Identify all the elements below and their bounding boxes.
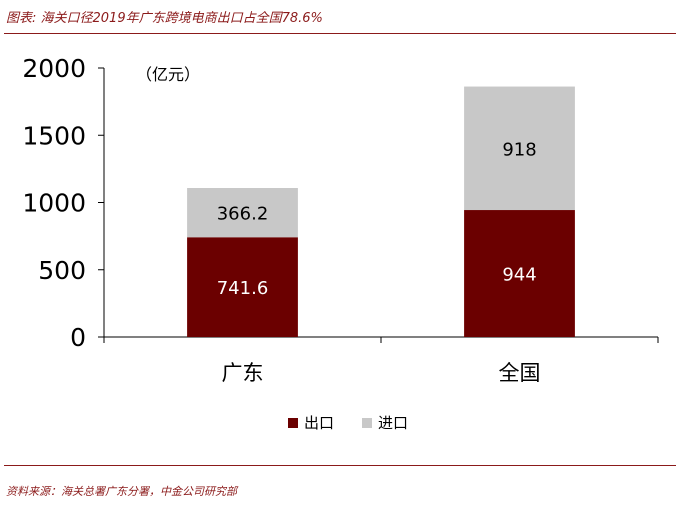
- y-tick-label: 0: [70, 323, 86, 352]
- data-label: 944: [502, 265, 536, 286]
- title-divider: [4, 33, 676, 34]
- chart-title: 图表: 海关口径2019年广东跨境电商出口占全国78.6%: [6, 11, 323, 26]
- legend-swatch: [362, 418, 372, 428]
- bar-segment-import: [187, 188, 298, 238]
- data-label: 366.2: [217, 204, 269, 225]
- category-label: 全国: [499, 361, 541, 385]
- legend-swatch: [288, 418, 298, 428]
- data-label: 741.6: [217, 278, 269, 299]
- bar-segment-export: [187, 237, 298, 337]
- y-tick-label: 1500: [22, 121, 86, 150]
- y-tick-label: 1000: [22, 189, 86, 218]
- y-tick-label: 500: [38, 256, 86, 285]
- category-label: 广东: [222, 361, 264, 385]
- unit-label: （亿元）: [136, 65, 200, 84]
- data-label: 918: [502, 139, 536, 160]
- source-note: 资料来源：海关总署广东分署，中金公司研究部: [6, 485, 237, 498]
- legend-label: 进口: [378, 414, 408, 432]
- footer-divider: [4, 465, 676, 466]
- bar-segment-export: [464, 210, 575, 337]
- y-tick-label: 2000: [22, 54, 86, 83]
- bar-segment-import: [464, 86, 575, 211]
- legend-label: 出口: [304, 414, 334, 432]
